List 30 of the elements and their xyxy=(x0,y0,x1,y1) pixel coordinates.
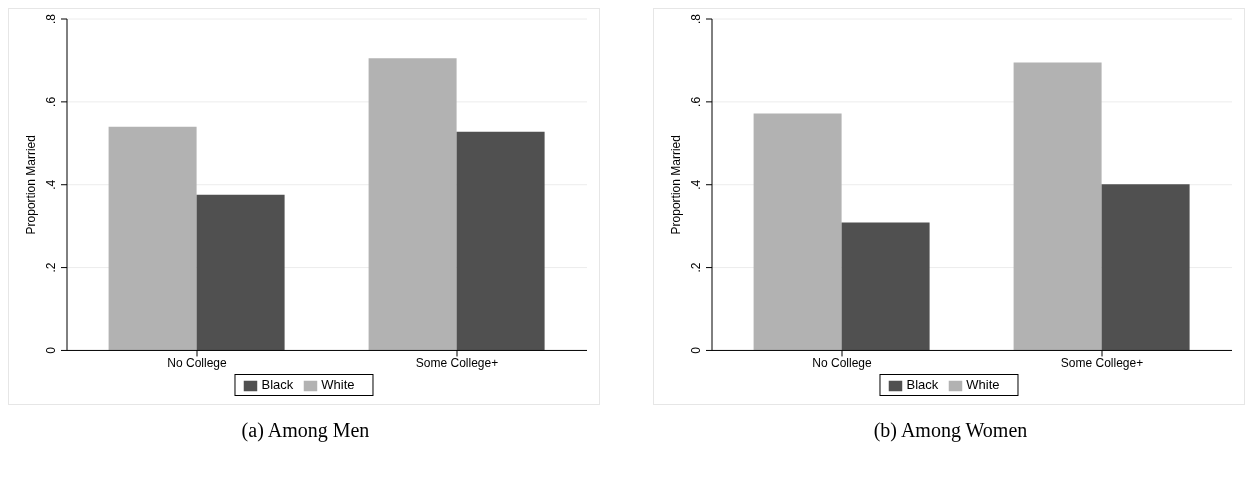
bar xyxy=(368,58,457,351)
bar xyxy=(196,194,285,351)
bar xyxy=(1013,62,1102,351)
x-tick-label: Some College+ xyxy=(415,355,499,370)
legend-label: Black xyxy=(261,377,294,393)
y-tick-label: .2 xyxy=(689,262,703,273)
bar xyxy=(108,126,197,351)
y-tick-label: .6 xyxy=(44,96,58,107)
text: (b) Among Women xyxy=(872,419,1029,442)
x-tick-label: No College xyxy=(812,355,873,370)
legend-label: White xyxy=(966,377,1000,393)
x-tick-label: Some College+ xyxy=(1060,355,1144,370)
y-tick-label: .6 xyxy=(689,96,703,107)
y-tick-label: .8 xyxy=(689,13,703,25)
y-tick-label: .2 xyxy=(44,262,58,273)
text: (a) Among Men xyxy=(240,419,371,442)
y-tick-label: 0 xyxy=(689,346,703,354)
bar xyxy=(753,113,842,351)
y-tick-label: 0 xyxy=(44,346,58,354)
legend-label: White xyxy=(321,377,355,393)
y-tick-label: .4 xyxy=(689,179,703,190)
bar xyxy=(841,222,930,351)
bar xyxy=(456,131,545,351)
y-tick-label: .4 xyxy=(44,179,58,190)
bar xyxy=(1101,184,1190,351)
legend-label: Black xyxy=(906,377,939,393)
y-axis-title: Proportion Married xyxy=(669,135,684,235)
y-axis-title: Proportion Married xyxy=(24,135,39,235)
x-tick-label: No College xyxy=(167,355,228,370)
y-tick-label: .8 xyxy=(44,13,58,25)
